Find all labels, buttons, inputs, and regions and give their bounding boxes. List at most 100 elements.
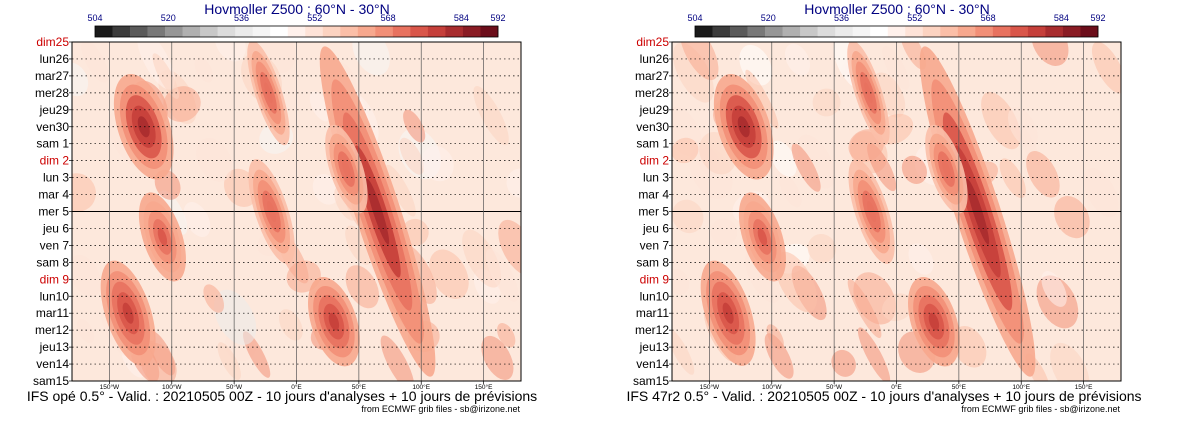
ridge-contour <box>928 312 940 331</box>
day-label: mer28 <box>635 86 669 100</box>
field-cell <box>981 91 1021 150</box>
field-cell <box>882 293 914 322</box>
chart-title: Hovmoller Z500 : 60°N - 30°N <box>804 1 990 17</box>
field-cell <box>312 174 340 205</box>
credit-text: from ECMWF grib files - sb@irizone.net <box>961 404 1120 414</box>
day-label: sam 1 <box>636 137 669 151</box>
field-cell <box>345 225 372 265</box>
colorbar-segment <box>200 26 218 37</box>
day-label: jeu13 <box>639 340 670 354</box>
field-cell <box>807 233 836 264</box>
ridge-contour <box>757 228 768 246</box>
colorbar-tick-label: 504 <box>687 13 702 23</box>
colorbar-segment <box>782 26 801 37</box>
field-cell <box>857 327 891 381</box>
colorbar-frame <box>94 25 499 38</box>
x-axis-ticks: 150°W 100°W 50°W 0°E 50°E 100°E 150°E <box>100 381 493 391</box>
hovmoller-chart: Hovmoller Z500 : 60°N - 30°N 504 520 536 55… <box>626 1 1141 414</box>
field-cell <box>672 137 699 164</box>
colorbar-segment <box>1080 26 1099 37</box>
ridge-contour <box>328 312 340 331</box>
colorbar-segment <box>695 26 713 37</box>
ridge-contour <box>722 302 734 324</box>
day-label: sam15 <box>33 374 69 388</box>
field-cell <box>497 323 516 348</box>
plot-area <box>671 41 1122 382</box>
day-label: mar 4 <box>638 188 669 202</box>
longitude-tick-label: 50°W <box>826 383 843 391</box>
colorbar-segment <box>287 26 306 37</box>
colorbar-segment <box>957 26 976 37</box>
plot-area <box>71 41 522 382</box>
field-cell <box>1041 271 1067 307</box>
field-cell <box>72 173 96 212</box>
grid <box>71 41 522 382</box>
field-cell <box>1083 168 1119 218</box>
ridge-contour <box>122 302 134 324</box>
longitude-tick-label: 100°W <box>162 383 182 391</box>
day-label: dim25 <box>36 35 69 49</box>
field-cell <box>81 42 109 83</box>
colorbar-tick-label: 568 <box>381 13 396 23</box>
field-cell <box>812 88 841 117</box>
day-label: ven 7 <box>640 238 670 252</box>
field-cell <box>485 248 519 302</box>
day-label: jeu29 <box>639 103 670 117</box>
heatmap-field <box>672 42 1121 381</box>
field-cell <box>847 278 882 339</box>
day-label: mar 4 <box>38 188 69 202</box>
day-label: ven30 <box>636 120 669 134</box>
colorbar-segment <box>410 26 429 37</box>
colorbar-segment <box>217 26 236 37</box>
field-cell <box>421 145 454 182</box>
ridge-contour <box>342 160 351 179</box>
colorbar-segment <box>305 26 324 37</box>
longitude-tick-label: 50°E <box>952 383 967 391</box>
heatmap-field <box>72 42 521 381</box>
chart-title: Hovmoller Z500 : 60°N - 30°N <box>204 1 390 17</box>
day-label: mar11 <box>36 306 69 320</box>
colorbar-tick-label: 520 <box>761 13 776 23</box>
colorbar-segment <box>392 26 411 37</box>
colorbar-segment <box>870 26 889 37</box>
day-label: sam15 <box>633 374 669 388</box>
field-cell <box>203 284 225 313</box>
longitude-tick-label: 100°E <box>1012 383 1030 391</box>
ridge-contour <box>157 228 168 246</box>
y-axis-labels: dim25 lun26 mar27 mer28 jeu29 ven30 sam 1 dim 2… <box>33 35 72 388</box>
field-cell <box>352 42 390 76</box>
colorbar-segment <box>182 26 201 37</box>
colorbar-segment <box>940 26 959 37</box>
colorbar-segment <box>445 26 464 37</box>
day-label: mer 5 <box>638 205 669 219</box>
day-label: lun10 <box>40 289 70 303</box>
colorbar-segment <box>95 26 113 37</box>
colorbar-tick-label: 552 <box>307 13 322 23</box>
field-cell <box>999 158 1026 199</box>
day-label: sam 1 <box>36 137 69 151</box>
field-cell <box>900 42 927 70</box>
field-cell <box>1054 196 1090 239</box>
colorbar-frame <box>694 25 1099 38</box>
field-cell <box>72 62 89 97</box>
longitude-tick-label: 150°W <box>100 383 120 391</box>
day-label: jeu 6 <box>642 221 669 235</box>
colorbar-segment <box>427 26 446 37</box>
colorbar-segment <box>322 26 341 37</box>
day-label: ven 7 <box>40 238 70 252</box>
field-cell <box>196 138 233 182</box>
colorbar-segment <box>712 26 731 37</box>
field-cell <box>901 155 927 184</box>
colorbar-tick-label: 536 <box>234 13 249 23</box>
field-cell <box>380 335 415 381</box>
day-label: lun10 <box>640 289 670 303</box>
hovmoller-chart: Hovmoller Z500 : 60°N - 30°N 504 520 536 55… <box>27 1 537 414</box>
colorbar-segment <box>112 26 131 37</box>
colorbar: 504 520 536 552 568 584 592 <box>87 13 506 38</box>
field-cell <box>72 254 102 297</box>
colorbar-segment <box>975 26 994 37</box>
field-cell <box>399 137 425 175</box>
field-cell <box>158 190 188 235</box>
longitude-tick-label: 0°E <box>891 383 902 391</box>
day-label: jeu29 <box>39 103 70 117</box>
